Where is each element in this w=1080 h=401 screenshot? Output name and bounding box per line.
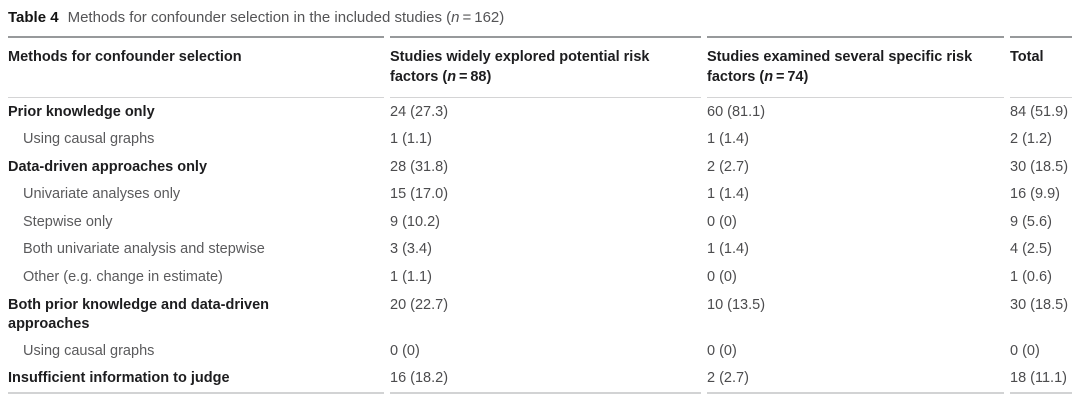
header-widely-n-italic: n xyxy=(447,69,457,85)
header-specific-text: Studies examined several specific risk f… xyxy=(707,49,973,85)
table-row: Prior knowledge only 24 (27.3) 60 (81.1)… xyxy=(8,98,1072,126)
cell-widely: 0 (0) xyxy=(390,342,420,359)
cell-total: 30 (18.5) xyxy=(1010,296,1069,313)
table-row: Both univariate analysis and stepwise 3 … xyxy=(8,236,1072,264)
row-label: Insufficient information to judge xyxy=(8,370,230,387)
cell-total: 4 (2.5) xyxy=(1010,241,1052,258)
table-body: Prior knowledge only 24 (27.3) 60 (81.1)… xyxy=(8,98,1072,392)
cell-specific: 2 (2.7) xyxy=(707,158,749,175)
header-methods: Methods for confounder selection xyxy=(8,49,242,65)
row-label: Both univariate analysis and stepwise xyxy=(23,241,265,258)
header-widely-explored: Studies widely explored potential risk f… xyxy=(390,38,707,87)
row-label: Univariate analyses only xyxy=(23,186,181,203)
cell-specific: 1 (1.4) xyxy=(707,131,749,148)
row-label: Other (e.g. change in estimate) xyxy=(23,269,223,286)
caption-count: = 162) xyxy=(459,9,505,26)
table-bottom-rule xyxy=(8,392,1072,395)
row-label: Using causal graphs xyxy=(23,131,155,148)
table-row: Stepwise only 9 (10.2) 0 (0) 9 (5.6) xyxy=(8,208,1072,236)
row-label: Using causal graphs xyxy=(23,342,155,359)
cell-specific: 1 (1.4) xyxy=(707,241,749,258)
cell-specific: 2 (2.7) xyxy=(707,370,749,387)
table-header-rule xyxy=(8,97,1072,98)
header-widely-count: = 88) xyxy=(456,69,492,85)
table-row: Using causal graphs 0 (0) 0 (0) 0 (0) xyxy=(8,337,1072,365)
table-number: Table 4 xyxy=(8,9,59,26)
table-header-row: Methods for confounder selection Studies… xyxy=(8,38,1072,97)
cell-widely: 24 (27.3) xyxy=(390,103,449,120)
header-widely-text: Studies widely explored potential risk f… xyxy=(390,49,650,85)
cell-specific: 10 (13.5) xyxy=(707,296,766,313)
cell-widely: 28 (31.8) xyxy=(390,158,449,175)
cell-total: 30 (18.5) xyxy=(1010,158,1069,175)
cell-widely: 20 (22.7) xyxy=(390,296,449,313)
cell-specific: 0 (0) xyxy=(707,213,737,230)
header-specific-examined: Studies examined several specific risk f… xyxy=(707,38,1010,87)
row-label: Both prior knowledge and data-driven app… xyxy=(8,296,270,332)
cell-widely: 9 (10.2) xyxy=(390,213,440,230)
cell-total: 18 (11.1) xyxy=(1010,370,1067,387)
cell-total: 84 (51.9) xyxy=(1010,103,1069,120)
cell-total: 1 (0.6) xyxy=(1010,269,1052,286)
table-row: Insufficient information to judge 16 (18… xyxy=(8,365,1072,393)
cell-specific: 1 (1.4) xyxy=(707,186,749,203)
cell-specific: 60 (81.1) xyxy=(707,103,766,120)
table-row: Data-driven approaches only 28 (31.8) 2 … xyxy=(8,153,1072,181)
cell-widely: 1 (1.1) xyxy=(390,269,432,286)
cell-widely: 15 (17.0) xyxy=(390,186,449,203)
table-caption: Table 4 Methods for confounder selection … xyxy=(8,0,1072,36)
cell-total: 2 (1.2) xyxy=(1010,131,1052,148)
table-row: Both prior knowledge and data-driven app… xyxy=(8,291,1072,337)
cell-total: 16 (9.9) xyxy=(1010,186,1060,203)
header-specific-count: = 74) xyxy=(773,69,809,85)
header-specific-n-italic: n xyxy=(764,69,774,85)
table-row: Using causal graphs 1 (1.1) 1 (1.4) 2 (1… xyxy=(8,126,1072,154)
row-label: Stepwise only xyxy=(23,213,113,230)
table-row: Other (e.g. change in estimate) 1 (1.1) … xyxy=(8,264,1072,292)
caption-text: Methods for confounder selection in the … xyxy=(67,9,452,26)
table-top-rule xyxy=(8,36,1072,38)
table-row: Univariate analyses only 15 (17.0) 1 (1.… xyxy=(8,181,1072,209)
header-total: Total xyxy=(1010,49,1044,65)
cell-widely: 3 (3.4) xyxy=(390,241,432,258)
row-label: Data-driven approaches only xyxy=(8,158,208,175)
caption-n-italic: n xyxy=(451,9,460,26)
cell-total: 9 (5.6) xyxy=(1010,213,1052,230)
cell-widely: 16 (18.2) xyxy=(390,370,449,387)
row-label: Prior knowledge only xyxy=(8,103,155,120)
cell-widely: 1 (1.1) xyxy=(390,131,432,148)
cell-total: 0 (0) xyxy=(1010,342,1040,359)
cell-specific: 0 (0) xyxy=(707,269,737,286)
cell-specific: 0 (0) xyxy=(707,342,737,359)
